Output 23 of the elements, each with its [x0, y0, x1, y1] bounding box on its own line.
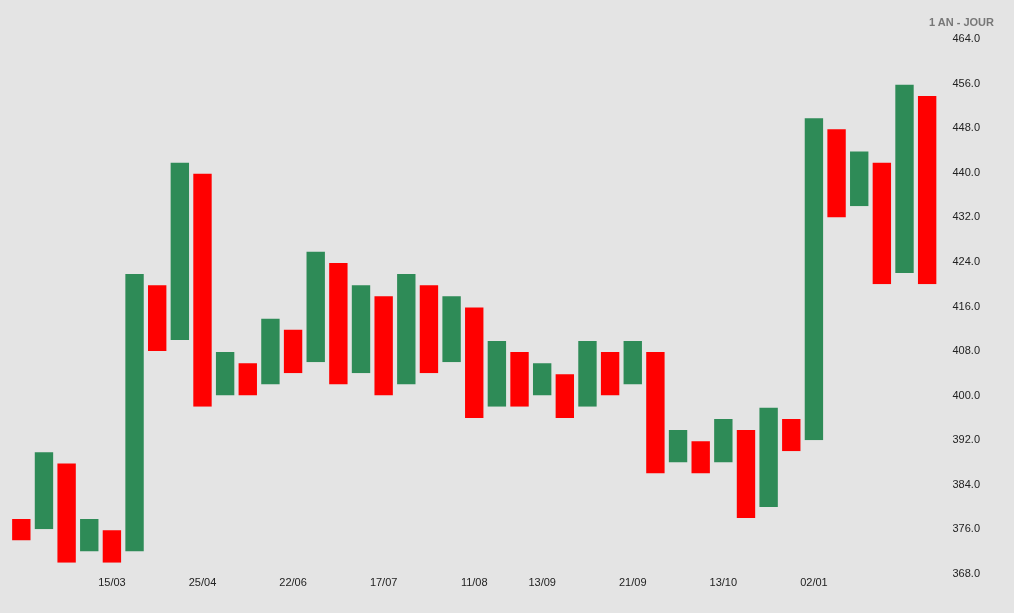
y-tick-label: 440.0 [952, 165, 980, 178]
x-tick-label: 13/10 [709, 576, 738, 589]
y-tick-label: 456.0 [952, 76, 980, 89]
x-tick-label: 13/09 [528, 576, 556, 589]
text: 1 AN - JOUR [929, 15, 995, 28]
y-tick-label: 392.0 [952, 433, 980, 446]
x-tick-label: 25/04 [188, 576, 217, 589]
y-tick-label: 416.0 [952, 299, 980, 312]
y-tick-label: 376.0 [952, 522, 980, 535]
x-tick-label: 11/08 [460, 576, 488, 589]
x-tick-label: 02/01 [800, 576, 828, 589]
x-tick-label: 17/07 [369, 576, 398, 589]
y-tick-label: 424.0 [952, 254, 980, 267]
x-tick-label: 21/09 [618, 576, 647, 589]
y-tick-label: 368.0 [952, 566, 980, 579]
y-tick-label: 432.0 [952, 210, 980, 223]
y-tick-label: 400.0 [952, 388, 980, 401]
x-tick-label: 22/06 [279, 576, 307, 589]
y-tick-label: 384.0 [952, 477, 980, 490]
y-tick-label: 464.0 [952, 32, 980, 45]
y-tick-label: 408.0 [952, 344, 980, 357]
y-tick-label: 448.0 [952, 121, 980, 134]
x-tick-label: 15/03 [98, 576, 126, 589]
